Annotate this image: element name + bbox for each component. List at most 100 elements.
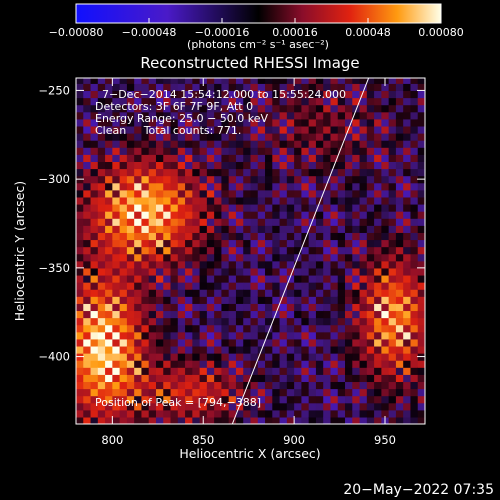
heatmap-cell (177, 133, 186, 141)
heatmap-cell (359, 324, 368, 333)
heatmap-cell (228, 360, 237, 368)
heatmap-cell (155, 104, 164, 113)
heatmap-cell (294, 83, 302, 92)
heatmap-cell (410, 388, 419, 397)
heatmap-cell (250, 338, 259, 347)
heatmap-cell (265, 232, 273, 241)
heatmap-cell (119, 140, 128, 148)
heatmap-cell (163, 111, 172, 120)
heatmap-cell (417, 189, 425, 198)
heatmap-cell (352, 338, 361, 347)
heatmap-cell (134, 260, 143, 269)
heatmap-cell (330, 317, 339, 326)
heatmap-cell (163, 239, 172, 248)
heatmap-cell (214, 175, 223, 184)
heatmap-cell (185, 303, 193, 312)
heatmap-cell (206, 402, 215, 411)
heatmap-cell (359, 374, 368, 383)
heatmap-cell (352, 402, 361, 411)
heatmap-cell (90, 111, 99, 120)
heatmap-cell (148, 218, 157, 226)
heatmap-cell (170, 416, 179, 424)
heatmap-cell (134, 133, 143, 141)
heatmap-cell (90, 282, 99, 290)
heatmap-cell (388, 182, 397, 191)
heatmap-cell (141, 402, 150, 411)
heatmap-cell (119, 338, 128, 347)
heatmap-cell (141, 246, 150, 255)
heatmap-cell (141, 154, 150, 162)
heatmap-cell (410, 125, 419, 134)
heatmap-cell (206, 182, 215, 191)
heatmap-cell (279, 267, 288, 276)
heatmap-cell (410, 324, 419, 333)
annotation-energy-range: Energy Range: 25.0 − 50.0 keV (95, 112, 269, 125)
heatmap-cell (83, 381, 92, 390)
heatmap-cell (199, 253, 208, 262)
heatmap-cell (192, 225, 201, 233)
heatmap-cell (388, 253, 397, 262)
heatmap-cell (257, 381, 266, 390)
heatmap-cell (374, 154, 382, 162)
heatmap-cell (315, 246, 324, 255)
heatmap-cell (112, 381, 121, 390)
heatmap-cell (330, 97, 339, 106)
heatmap-cell (126, 97, 135, 106)
heatmap-cell (83, 388, 92, 397)
heatmap-cell (417, 267, 425, 276)
heatmap-cells (76, 78, 425, 424)
heatmap-cell (97, 253, 106, 262)
heatmap-cell (221, 310, 230, 319)
heatmap-cell (105, 374, 113, 383)
heatmap-cell (126, 90, 135, 99)
heatmap-cell (228, 395, 237, 404)
heatmap-cell (265, 83, 273, 92)
heatmap-cell (330, 147, 339, 155)
heatmap-cell (359, 246, 368, 255)
heatmap-cell (83, 345, 92, 354)
heatmap-cell (83, 367, 92, 375)
heatmap-cell (76, 225, 84, 233)
heatmap-cell (388, 274, 397, 283)
heatmap-cell (214, 104, 223, 113)
heatmap-cell (315, 274, 324, 283)
heatmap-cell (206, 225, 215, 233)
heatmap-cell (366, 289, 375, 297)
heatmap-cell (403, 78, 412, 84)
heatmap-cell (359, 97, 368, 106)
heatmap-cell (330, 253, 339, 262)
heatmap-cell (112, 133, 121, 141)
heatmap-cell (214, 317, 223, 326)
heatmap-cell (105, 353, 113, 361)
heatmap-cell (374, 196, 382, 205)
heatmap-cell (395, 353, 404, 361)
heatmap-cell (148, 140, 157, 148)
heatmap-cell (126, 83, 135, 92)
heatmap-cell (235, 409, 244, 418)
heatmap-cell (395, 175, 404, 184)
heatmap-cell (192, 289, 201, 297)
heatmap-cell (141, 182, 150, 191)
heatmap-cell (345, 324, 353, 333)
heatmap-cell (395, 317, 404, 326)
heatmap-cell (141, 267, 150, 276)
heatmap-cell (323, 239, 332, 248)
heatmap-cell (192, 125, 201, 134)
heatmap-cell (90, 267, 99, 276)
heatmap-cell (381, 147, 390, 155)
heatmap-cell (119, 211, 128, 219)
heatmap-cell (301, 353, 310, 361)
heatmap-cell (301, 402, 310, 411)
heatmap-cell (250, 331, 259, 340)
heatmap-cell (272, 253, 281, 262)
heatmap-cell (83, 182, 92, 191)
heatmap-cell (90, 218, 99, 226)
heatmap-cell (134, 310, 143, 319)
heatmap-cell (126, 296, 135, 304)
heatmap-cell (221, 253, 230, 262)
heatmap-cell (395, 182, 404, 191)
heatmap-cell (286, 168, 295, 177)
heatmap-cell (97, 274, 106, 283)
heatmap-cell (185, 395, 193, 404)
heatmap-cell (337, 317, 346, 326)
